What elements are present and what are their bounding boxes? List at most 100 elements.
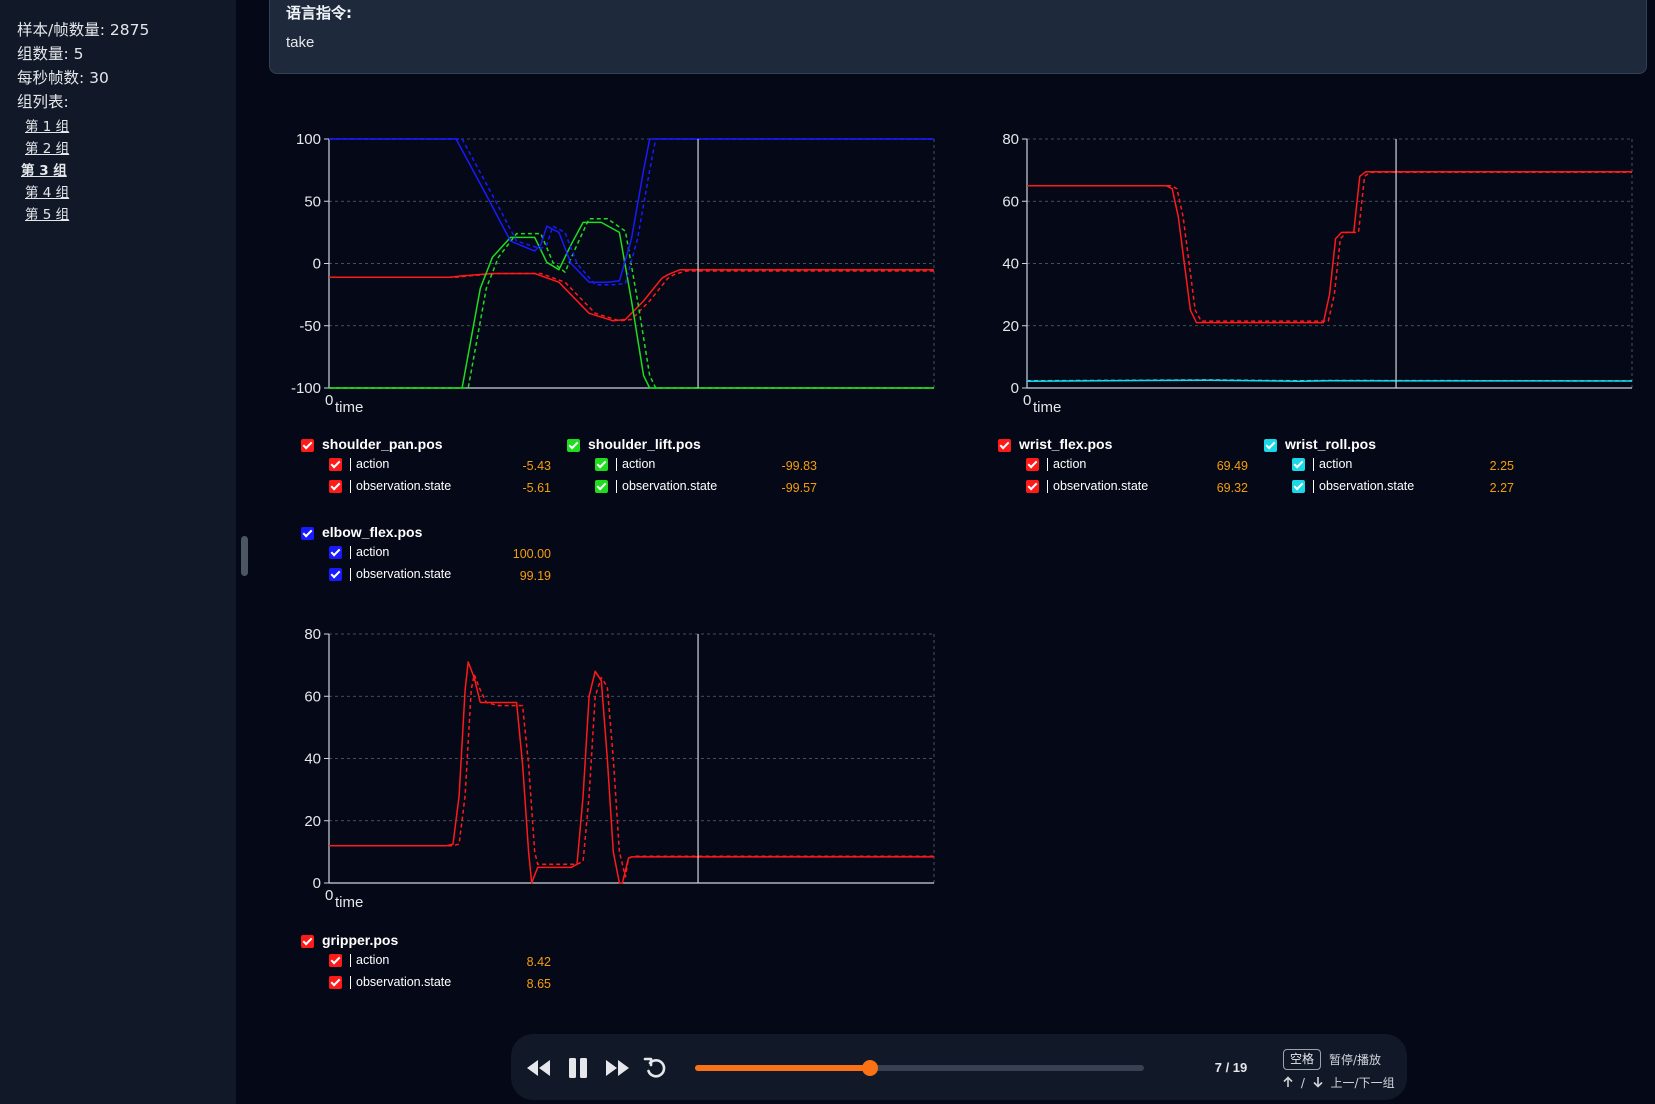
progress-slider[interactable] (695, 1060, 1144, 1076)
legend-group-title: shoulder_pan.pos (322, 436, 443, 452)
y-tick-label: 0 (1011, 380, 1019, 397)
legend-series-checkbox[interactable] (1026, 458, 1039, 472)
legend-series-name: observation.state (1313, 480, 1414, 493)
group-link-4[interactable]: 第 4 组 (25, 185, 70, 201)
legend-series-checkbox[interactable] (329, 568, 342, 582)
group-link-5[interactable]: 第 5 组 (25, 207, 70, 223)
legend-series-row: action (329, 545, 389, 560)
legend-series-row: action (595, 457, 655, 472)
legend-series-name: observation.state (350, 480, 451, 493)
group-link-2[interactable]: 第 2 组 (25, 141, 70, 157)
group-link-3[interactable]: 第 3 组 (21, 163, 67, 179)
legend-series-row: observation.state (595, 479, 717, 494)
legend-series-row: action (1292, 457, 1352, 472)
hint-separator: / (1300, 1076, 1305, 1090)
legend-group-header: gripper.pos (301, 932, 398, 948)
legend-series-value: 2.25 (1489, 459, 1514, 473)
legend-series-checkbox[interactable] (329, 546, 342, 560)
legend-group-checkbox[interactable] (567, 438, 580, 452)
x-tick-label: 0 (325, 887, 333, 904)
legend-series-row: observation.state (1026, 479, 1148, 494)
instruction-text: take (286, 34, 315, 51)
replay-icon[interactable] (641, 1053, 671, 1083)
legend-series-name: action (1313, 458, 1352, 471)
legend-series-row: action (329, 953, 389, 968)
legend-group-title: gripper.pos (322, 932, 399, 948)
series-line-0-0 (329, 268, 934, 322)
legend-group-header: wrist_flex.pos (998, 436, 1112, 452)
pause-icon[interactable] (563, 1053, 593, 1083)
series-line-2-0 (329, 661, 934, 884)
legend-series-name: action (1047, 458, 1086, 471)
legend-group-checkbox[interactable] (301, 934, 314, 948)
hint-nav-label: 上一/下一组 (1330, 1076, 1395, 1090)
y-tick-label: 60 (1002, 193, 1019, 210)
legend-gripper: gripper.pos action 8.42 observation.state 8.… (301, 932, 571, 1002)
legend-group-checkbox[interactable] (301, 526, 314, 540)
x-tick-label: 0 (325, 392, 333, 409)
legend-series-value: 2.27 (1489, 481, 1514, 495)
legend-series-checkbox[interactable] (595, 458, 608, 472)
y-tick-label: -50 (299, 318, 321, 335)
legend-series-name: action (350, 458, 389, 471)
x-axis-label: time (1033, 399, 1061, 416)
legend-series-value: 8.42 (526, 955, 551, 969)
legend-group-header: shoulder_pan.pos (301, 436, 443, 452)
group-link-1[interactable]: 第 1 组 (25, 119, 70, 135)
y-tick-label: 100 (296, 131, 321, 148)
legend-group-checkbox[interactable] (998, 438, 1011, 452)
legend-series-checkbox[interactable] (1292, 458, 1305, 472)
legend-series-checkbox[interactable] (595, 480, 608, 494)
group-list-heading: 组列表: (17, 93, 69, 111)
legend-series-value: -99.83 (781, 459, 817, 473)
sidebar: 样本/帧数量: 2875 组数量: 5 每秒帧数: 30 组列表: 第 1 组第… (0, 0, 236, 1104)
legend-series-name: observation.state (350, 568, 451, 581)
legend-series-checkbox[interactable] (329, 976, 342, 990)
series-line-0-3 (329, 217, 934, 389)
legend-series-value: -5.43 (522, 459, 552, 473)
progress-knob[interactable] (862, 1060, 879, 1076)
legend-group-checkbox[interactable] (1264, 438, 1277, 452)
scrollbar-handle[interactable] (241, 536, 248, 576)
x-axis-label: time (335, 399, 363, 416)
series-line-1-3 (1026, 379, 1633, 382)
legend-series-row: observation.state (329, 567, 451, 582)
y-tick-label: 80 (304, 626, 321, 643)
legend-series-value: 69.32 (1216, 481, 1248, 495)
arrow-down-icon (1313, 1077, 1323, 1088)
legend-group-title: elbow_flex.pos (322, 524, 423, 540)
legend-group-checkbox[interactable] (301, 438, 314, 452)
y-tick-label: 80 (1002, 131, 1019, 148)
y-tick-label: -100 (291, 380, 321, 397)
legend-series-checkbox[interactable] (329, 480, 342, 494)
legend-series-name: observation.state (350, 976, 451, 989)
legend-series-name: action (350, 954, 389, 967)
y-tick-label: 0 (313, 256, 321, 273)
x-tick-label: 0 (1023, 392, 1031, 409)
fast-forward-icon[interactable] (602, 1053, 632, 1083)
legend-series-checkbox[interactable] (329, 954, 342, 968)
legend-series-checkbox[interactable] (1292, 480, 1305, 494)
legend-series-checkbox[interactable] (1026, 480, 1039, 494)
hint-play-pause: 暂停/播放 (1329, 1053, 1382, 1067)
legend-series-row: observation.state (329, 975, 451, 990)
rewind-icon[interactable] (524, 1053, 554, 1083)
stat-fps: 每秒帧数: 30 (17, 69, 109, 87)
legend-group-title: shoulder_lift.pos (588, 436, 701, 452)
y-tick-label: 60 (304, 688, 321, 705)
legend-wrist-roll: wrist_roll.pos action 2.25 observation.stat… (1264, 436, 1534, 506)
y-tick-label: 20 (1002, 318, 1019, 335)
series-line-2-1 (329, 673, 934, 878)
legend-group-header: shoulder_lift.pos (567, 436, 701, 452)
legend-series-value: 100.00 (512, 547, 551, 561)
legend-series-row: observation.state (1292, 479, 1414, 494)
stat-groups: 组数量: 5 (17, 45, 84, 63)
legend-series-row: action (1026, 457, 1086, 472)
y-tick-label: 50 (304, 193, 321, 210)
group-counter: 7 / 19 (1214, 1060, 1248, 1075)
legend-series-checkbox[interactable] (329, 458, 342, 472)
legend-series-name: action (350, 546, 389, 559)
y-tick-label: 40 (304, 751, 321, 768)
